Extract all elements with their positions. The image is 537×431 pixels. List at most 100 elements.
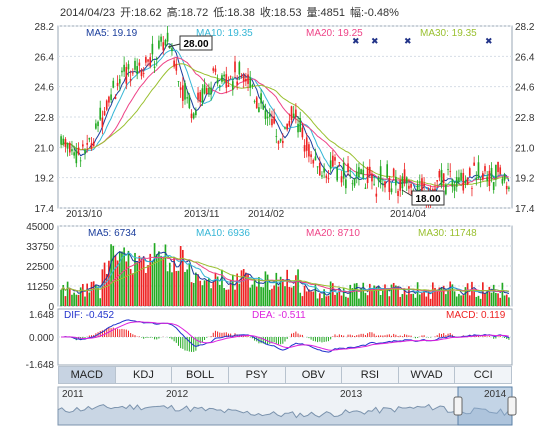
tab-obv[interactable]: OBV (286, 367, 343, 383)
tab-rsi[interactable]: RSI (342, 367, 399, 383)
tab-wvad[interactable]: WVAD (399, 367, 456, 383)
candle-body (60, 136, 62, 145)
volume-bar (236, 273, 238, 306)
candle-body (242, 75, 245, 82)
vol-legend-ma5: MA5: 6734 (88, 228, 137, 239)
candle-body (377, 177, 380, 181)
candle-body (95, 123, 97, 129)
candle-body (397, 190, 399, 196)
volume-bar (473, 290, 475, 306)
vol-legend-ma30: MA30: 11748 (418, 228, 477, 239)
navigator-left-handle[interactable] (453, 396, 463, 416)
volume-bar (458, 293, 460, 306)
volume-bar (423, 289, 425, 306)
price-y-tick: 24.6 (515, 83, 535, 94)
candle-body (449, 171, 452, 172)
volume-bar (279, 276, 282, 306)
volume-bar (282, 279, 284, 306)
volume-bar (349, 284, 352, 306)
candle-body (308, 144, 310, 157)
volume-bar (312, 291, 315, 306)
volume-bar (501, 282, 504, 306)
candle-body (477, 162, 480, 179)
volume-bar (455, 296, 458, 306)
price-candles (60, 26, 510, 208)
volume-bar (471, 281, 473, 306)
candle-body (105, 100, 108, 110)
volume-bar (145, 272, 147, 306)
tab-psy[interactable]: PSY (229, 367, 286, 383)
volume-bar (264, 271, 267, 306)
event-marker-icon[interactable]: ✖ (352, 36, 360, 46)
candle-body (312, 159, 315, 164)
volume-bar (182, 249, 184, 306)
volume-bar (429, 298, 432, 306)
volume-bar (482, 282, 484, 306)
candle-body (458, 177, 460, 183)
tab-cci[interactable]: CCI (473, 369, 493, 381)
candle-body (223, 74, 225, 77)
candle-body (334, 157, 336, 161)
candle-body (314, 156, 317, 161)
candle-body (101, 117, 104, 128)
volume-bar (384, 284, 386, 306)
volume-bar (210, 288, 212, 306)
event-marker-icon[interactable]: ✖ (371, 36, 379, 46)
volume-bar (347, 297, 349, 306)
volume-label: 量: (306, 7, 321, 19)
candle-body (132, 72, 134, 74)
volume-bar (60, 289, 62, 306)
price-legend: MA5: 19.19 MA10: 19.35 MA20: 19.25 MA30:… (86, 28, 477, 39)
volume-bar (486, 291, 488, 306)
candle-body (316, 166, 319, 168)
tab-macd[interactable]: MACD (59, 367, 116, 383)
candle-body (468, 168, 471, 176)
tab-boll[interactable]: BOLL (172, 367, 229, 383)
event-marker-icon[interactable]: ✖ (404, 36, 412, 46)
volume-bar (405, 294, 408, 306)
volume-bar (305, 291, 308, 306)
volume-bar (386, 288, 388, 306)
volume-bar (318, 293, 321, 306)
volume-bar (164, 244, 167, 306)
navigator-right-handle[interactable] (507, 396, 517, 416)
max-price-label: 28.00 (183, 39, 208, 50)
tab-kdj[interactable]: KDJ (116, 367, 173, 383)
volume-bar (388, 296, 391, 306)
volume-bar (292, 286, 295, 306)
volume-bar (271, 288, 273, 306)
event-markers: ✖ ✖ ✖ ✖ (352, 36, 493, 46)
volume-bar (436, 291, 438, 306)
volume-bar (334, 294, 336, 306)
volume-bar (273, 285, 275, 306)
candle-body (503, 174, 506, 181)
volume-bar (138, 255, 141, 306)
volume-bar (375, 286, 378, 306)
candle-body (275, 136, 278, 137)
candle-body (197, 92, 199, 100)
event-marker-icon[interactable]: ✖ (485, 36, 493, 46)
volume-bar (303, 285, 306, 306)
volume-bar (338, 289, 341, 306)
candle-body (325, 175, 328, 178)
x-tick-label: 2013/11 (184, 209, 220, 220)
volume-bar (153, 243, 156, 306)
candle-body (336, 168, 338, 181)
dea-line (61, 321, 509, 351)
volume-bar (453, 291, 456, 306)
volume-bar (221, 269, 223, 306)
open-label: 开: (120, 7, 135, 19)
volume-bar (79, 287, 82, 306)
candle-body (482, 173, 484, 180)
volume-bar (134, 252, 136, 306)
volume-bar (379, 295, 382, 306)
volume-bar (142, 256, 145, 306)
volume-bar (392, 282, 395, 306)
candle-body (227, 84, 230, 87)
navigator-selection[interactable] (457, 386, 513, 426)
candle-body (290, 106, 293, 121)
volume-bar (308, 289, 310, 306)
volume-bar (382, 290, 384, 306)
candle-body (297, 123, 299, 133)
volume-bar (92, 281, 95, 306)
